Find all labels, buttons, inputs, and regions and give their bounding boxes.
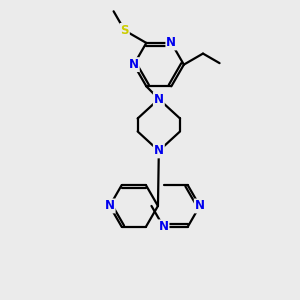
Text: N: N (166, 36, 176, 50)
Text: N: N (195, 200, 205, 212)
Text: S: S (120, 24, 129, 37)
Text: N: N (105, 200, 115, 212)
Text: N: N (154, 144, 164, 158)
Text: N: N (129, 58, 139, 71)
Text: N: N (159, 220, 169, 233)
Text: N: N (154, 93, 164, 106)
